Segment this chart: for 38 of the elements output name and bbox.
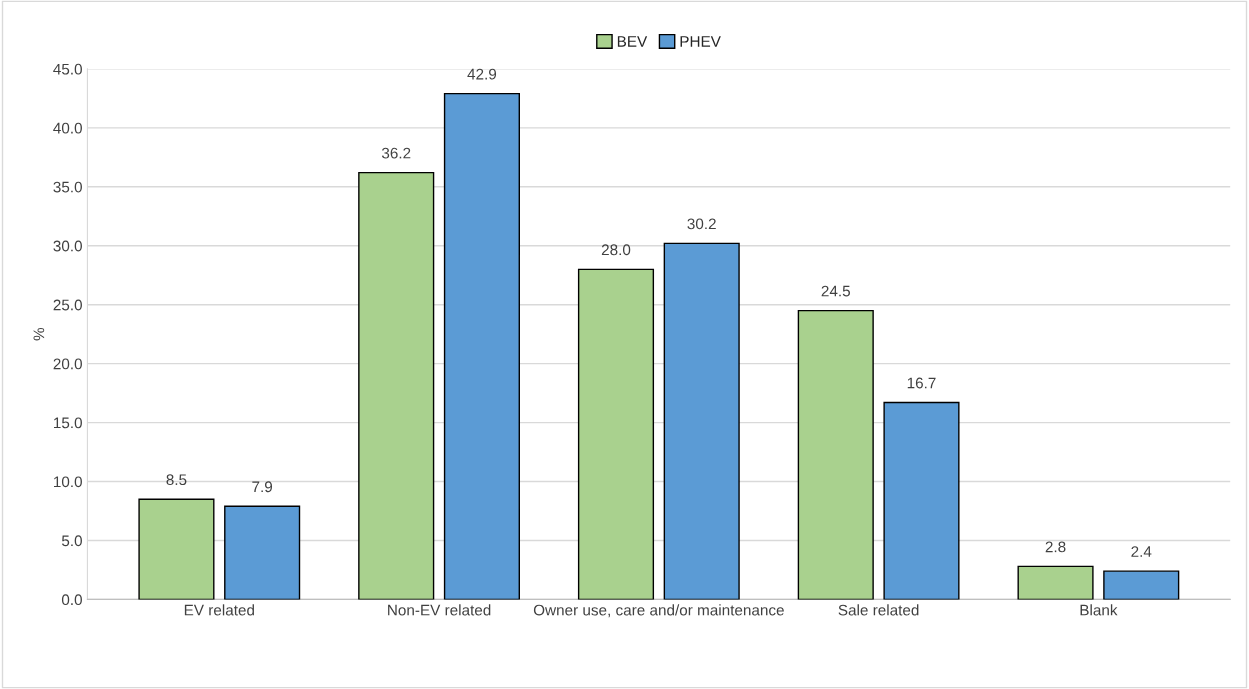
data-label: 30.2 [687, 218, 716, 230]
y-tick-label: 0.0 [61, 594, 82, 606]
y-tick-label: 25.0 [53, 299, 82, 311]
x-tick-label: Owner use, care and/or maintenance [533, 604, 784, 618]
data-label: 2.8 [1045, 541, 1066, 553]
bar [797, 309, 874, 600]
data-label: 36.2 [381, 147, 411, 159]
x-tick-label: Blank [1080, 604, 1118, 616]
bar [358, 171, 435, 600]
bar [663, 242, 740, 600]
bar [883, 401, 960, 600]
bar [577, 268, 655, 600]
bar [224, 505, 301, 600]
y-axis-title: % [33, 327, 45, 341]
data-label: 7.9 [252, 481, 273, 493]
y-tick-label: 35.0 [53, 181, 82, 193]
y-tick-label: 5.0 [61, 535, 82, 547]
bar [443, 92, 520, 600]
y-tick-label: 40.0 [53, 122, 82, 134]
y-tick-label: 20.0 [53, 358, 82, 370]
legend-label: PHEV [680, 36, 721, 47]
x-tick-label: Non-EV related [388, 604, 491, 616]
x-tick-label: EV related [184, 604, 254, 616]
bar [138, 498, 215, 600]
data-label: 8.5 [166, 474, 187, 486]
legend-label: BEV [617, 36, 648, 47]
data-label: 16.7 [907, 377, 936, 389]
bar [1017, 565, 1094, 600]
y-tick-label: 45.0 [53, 63, 82, 75]
bar [1103, 570, 1180, 600]
x-tick-label: Sale related [838, 604, 919, 616]
data-label: 42.9 [467, 68, 497, 80]
y-tick-label: 15.0 [54, 417, 82, 429]
data-label: 24.5 [821, 285, 850, 297]
y-tick-label: 30.0 [53, 240, 82, 252]
data-label: 28.0 [601, 244, 631, 256]
y-tick-label: 10.0 [54, 476, 82, 488]
data-label: 2.4 [1131, 546, 1152, 557]
